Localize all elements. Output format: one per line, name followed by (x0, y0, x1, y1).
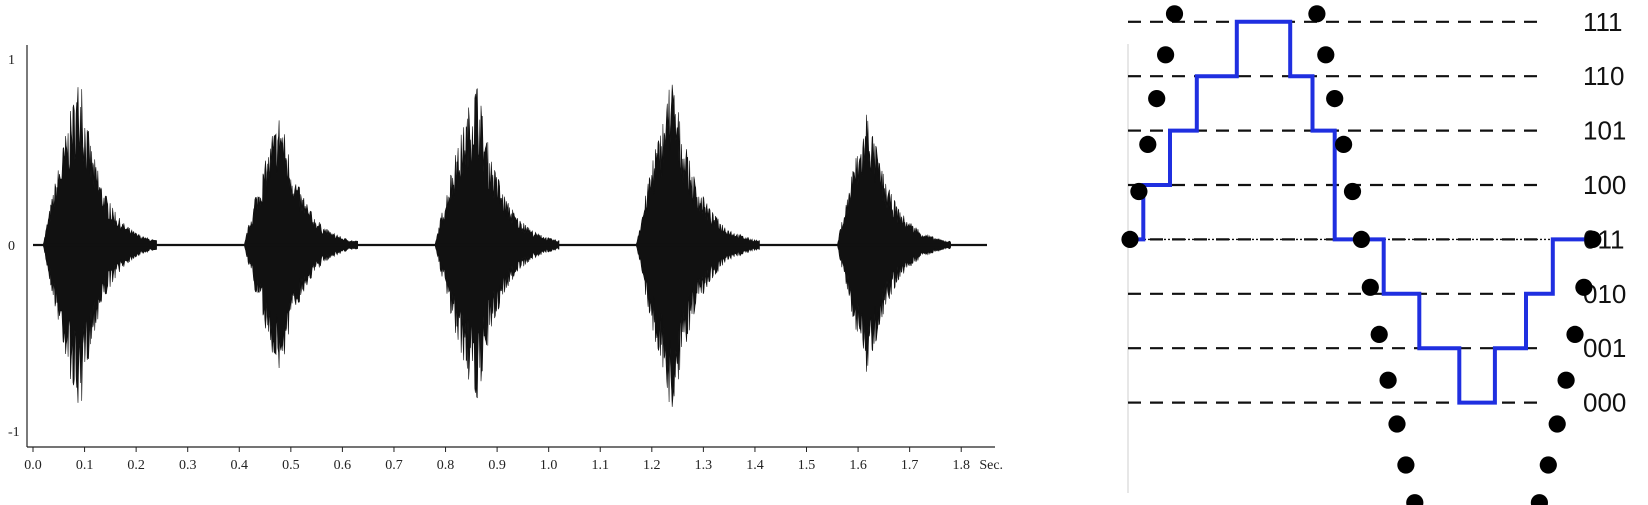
x-tick-label: 0.7 (385, 458, 403, 473)
sample-point (1130, 182, 1148, 201)
waveform-chart: 1 0 -1 0.0 0.1 0.2 0.3 0.4 0.5 0.6 0.7 0.8 0.9 1.0 1.1… (8, 45, 1003, 473)
x-tick-label: 1.3 (695, 458, 713, 473)
x-tick-label: 0.4 (231, 458, 249, 473)
sample-point (1308, 5, 1326, 23)
x-tick-label: 1.1 (591, 458, 609, 473)
x-tick-label: 1.5 (798, 458, 816, 473)
sample-point (1343, 182, 1362, 201)
level-label-100: 100 (1583, 170, 1626, 200)
x-tick-label: 0.5 (282, 458, 300, 473)
x-tick-label: 1.6 (849, 458, 867, 473)
sample-point (1406, 494, 1424, 505)
sample-point (1121, 230, 1139, 248)
x-tick-label: 0.8 (437, 458, 455, 473)
x-tick-label: 1.8 (952, 458, 970, 473)
x-tick-label: 1.0 (540, 458, 558, 473)
level-label-111: 111 (1583, 7, 1623, 37)
y-tick-label: -1 (8, 425, 20, 440)
sample-point (1317, 46, 1335, 64)
sample-point (1148, 90, 1166, 108)
level-label-101: 101 (1583, 116, 1626, 146)
level-label-000: 000 (1583, 388, 1626, 418)
sample-point (1539, 456, 1557, 474)
waveform-burst-5 (837, 114, 951, 372)
x-tick-label: 0.1 (76, 458, 94, 473)
sample-point (1326, 90, 1344, 108)
x-tick-label: 0.6 (334, 458, 352, 473)
sample-point (1165, 5, 1184, 23)
sample-point (1548, 415, 1566, 433)
y-tick-label: 0 (8, 239, 15, 254)
y-tick-label: 1 (8, 53, 15, 68)
quantized-signal (1130, 19, 1593, 405)
x-tick-label: 1.7 (901, 458, 919, 473)
sample-point (1388, 415, 1406, 433)
sample-point (1335, 135, 1353, 153)
x-tick-label: 0.2 (127, 458, 145, 473)
x-tick-label: 0.0 (24, 458, 42, 473)
x-tick-label: 1.4 (746, 458, 764, 473)
level-label-001: 001 (1583, 333, 1626, 363)
level-label-110: 110 (1583, 61, 1624, 91)
sample-point (1557, 371, 1575, 389)
x-tick-label: 1.2 (643, 458, 661, 473)
sample-point (1361, 278, 1379, 296)
waveform-burst-3 (434, 88, 560, 399)
sample-point (1397, 456, 1415, 474)
sample-point (1139, 135, 1157, 153)
sample-point (1370, 325, 1388, 343)
sample-point (1575, 278, 1593, 296)
sample-point (1530, 494, 1548, 505)
sample-point (1157, 46, 1175, 64)
x-tick-label: 0.3 (179, 458, 197, 473)
sample-point (1379, 371, 1397, 389)
x-unit-label: Sec. (979, 458, 1003, 473)
sample-point (1352, 230, 1370, 248)
x-tick-label: 0.9 (488, 458, 506, 473)
sample-point (1584, 230, 1602, 248)
sample-point (1566, 325, 1584, 343)
